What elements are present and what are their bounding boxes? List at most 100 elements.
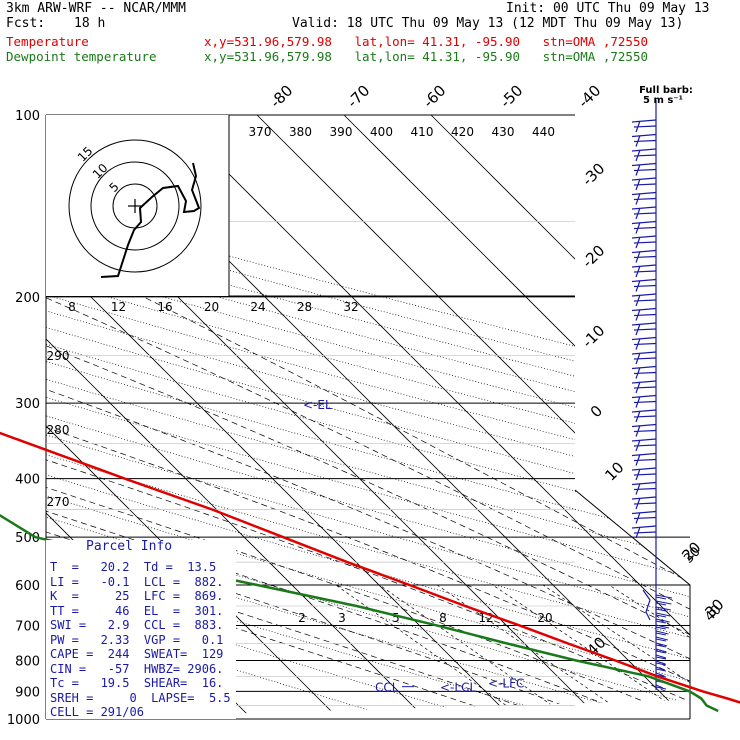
theta-label: 390 (330, 125, 353, 139)
isotherm-line (256, 115, 690, 719)
model-title: 3km ARW-WRF -- NCAR/MMM (6, 1, 187, 16)
wind-barb (631, 438, 657, 452)
el-marker-label: <-EL (303, 398, 332, 412)
parcel-info-line: CELL = 291/06 (50, 705, 144, 719)
wind-barb (655, 600, 672, 606)
lfc-marker-label: <-LFC (488, 676, 524, 690)
isotherm-label: 10 (601, 458, 627, 484)
wind-barb (655, 594, 673, 600)
kts-tick-label: 24 (250, 300, 265, 314)
wind-barb (631, 293, 657, 307)
isotherm-line (430, 115, 690, 719)
wind-barb (631, 409, 657, 423)
hodograph-ring (90, 161, 180, 251)
wind-barb (655, 618, 670, 624)
pressure-tick-label: 300 (15, 397, 40, 412)
wind-barb (631, 191, 657, 205)
parcel-info-line: LI = -0.1 LCL = 882. (50, 574, 224, 589)
moist-adiabat (46, 296, 688, 719)
parcel-info-line: T = 20.2 Td = 13.5 (50, 560, 217, 574)
wind-barb (631, 467, 657, 481)
parcel-info-title: Parcel Info (86, 539, 173, 554)
dry-adiabat (46, 115, 531, 719)
dewpoint-line (0, 513, 719, 713)
wind-barb (631, 235, 657, 249)
mixing-ratio-label: 20 (537, 611, 552, 625)
dry-adiabat (46, 115, 690, 719)
fcst-value: 18 h (74, 16, 106, 31)
wind-barb (631, 394, 657, 408)
mixing-ratio-label: 3 (338, 611, 346, 625)
moist-adiabat (46, 296, 690, 719)
kts-tick-label: 20 (204, 300, 219, 314)
isotherm-label: -60 (419, 81, 449, 111)
parcel-info-line: K = 25 LFC = 869. (50, 589, 224, 603)
temperature-location: x,y=531.96,579.98 lat,lon= 41.31, -95.90… (204, 34, 649, 49)
valid-time: Valid: 18 UTC Thu 09 May 13 (12 MDT Thu … (292, 16, 684, 31)
fcst-label: Fcst: (6, 16, 46, 31)
mixing-ratio-label: 2 (298, 611, 306, 625)
mixing-ratio-line (335, 584, 526, 719)
wind-barb (655, 684, 667, 690)
wind-barb (631, 307, 657, 321)
wind-barb (631, 264, 657, 278)
wind-barb (631, 249, 657, 263)
theta-e-label: 280 (47, 423, 70, 437)
wind-barb (655, 660, 667, 666)
theta-label: 430 (492, 125, 515, 139)
isotherm-label: -50 (496, 81, 526, 111)
barb-legend-value: 5 m s⁻¹ (643, 95, 683, 106)
isotherm-label: -80 (266, 81, 296, 111)
wind-barb (655, 648, 667, 654)
ccl-marker-label: CCL (375, 681, 399, 695)
wind-barb (631, 148, 657, 162)
pressure-tick-label: 600 (15, 579, 40, 594)
theta-label: 380 (289, 125, 312, 139)
wind-barb (655, 642, 668, 648)
dry-adiabat (46, 115, 690, 719)
theta-e-label: 270 (47, 495, 70, 509)
pressure-tick-label: 200 (15, 291, 40, 306)
pressure-tick-label: 400 (15, 473, 40, 488)
parcel-info-line: SREH = 0 LAPSE= 5.5 (50, 690, 231, 705)
barb-legend-title: Full barb: (639, 85, 693, 96)
dewpoint-legend-label: Dewpoint temperature (6, 49, 157, 64)
pressure-tick-label: 700 (15, 619, 40, 634)
isotherm-line (169, 115, 690, 719)
parcel-info-line: PW = 2.33 VGP = 0.1 (50, 632, 224, 647)
isotherm-label: 0 (587, 402, 606, 421)
wind-barb (655, 654, 667, 660)
wind-barb (631, 177, 657, 191)
pressure-tick-label: 900 (15, 685, 40, 700)
lcl-marker-label: <-LCL (440, 681, 476, 695)
isotherm-line (343, 115, 690, 719)
mixing-ratio-line (492, 584, 690, 719)
temperature-legend-label: Temperature (6, 34, 89, 49)
parcel-info-line: SWI = 2.9 CCL = 883. (50, 618, 224, 632)
pressure-tick-label: 1000 (7, 713, 40, 728)
plot-extension-border (574, 489, 691, 719)
dry-adiabat (46, 115, 690, 719)
dry-adiabat (46, 115, 690, 719)
hodograph-ring (68, 139, 202, 273)
wind-barb (631, 162, 657, 176)
isotherm-line (46, 115, 427, 719)
moist-adiabat (46, 296, 644, 719)
parcel-info-line: CIN = -57 HWBZ= 2906. (50, 661, 224, 676)
isotherm-label: -10 (578, 321, 608, 351)
init-time: Init: 00 UTC Thu 09 May 13 (506, 1, 710, 16)
wind-barb (631, 496, 657, 510)
theta-label: 440 (532, 125, 555, 139)
isotherm-label: -70 (343, 81, 373, 111)
dry-adiabat (46, 115, 690, 719)
theta-e-label: 290 (47, 349, 70, 363)
isotherm-line (46, 115, 340, 719)
wind-barb (631, 119, 657, 133)
wind-barb (631, 206, 657, 220)
wind-barb (631, 133, 657, 147)
wind-barb (631, 423, 657, 437)
kts-tick-label: 16 (157, 300, 172, 314)
pressure-tick-label: 800 (15, 654, 40, 669)
isotherm-label: -30 (578, 159, 608, 189)
